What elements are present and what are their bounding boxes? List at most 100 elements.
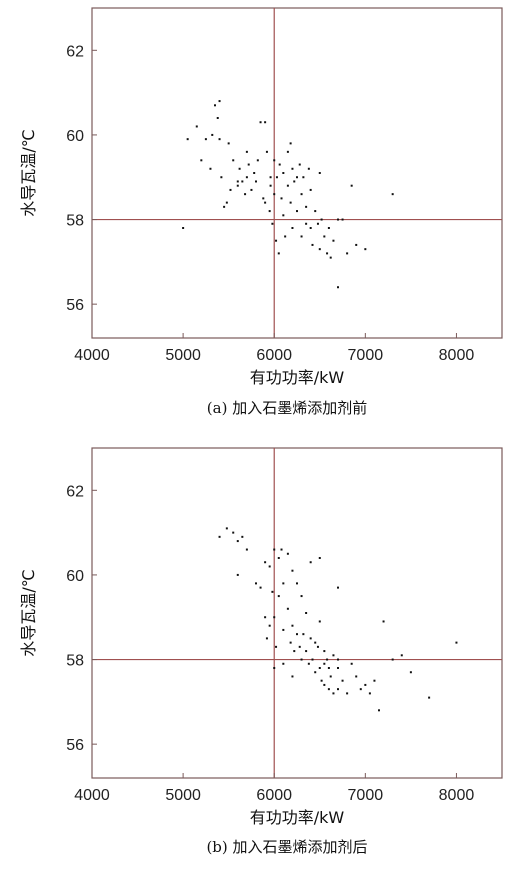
data-point [273,548,276,551]
data-point [245,150,248,153]
data-point [284,235,287,238]
data-point [337,667,339,669]
data-point [293,650,296,653]
data-point [355,675,358,678]
data-point [316,222,319,225]
data-point [305,205,308,208]
y-tick-label: 60 [66,568,84,585]
data-point [218,100,221,103]
data-point [253,172,256,174]
figure-caption: (b) 加入石墨烯添加剂后 [206,838,367,856]
data-point [211,133,214,136]
data-point [391,658,394,661]
data-point [186,138,189,141]
data-point [326,252,329,255]
data-point [305,650,308,653]
data-point [309,227,312,229]
y-tick-label: 56 [66,297,84,314]
data-point [269,184,272,187]
data-point [282,582,285,585]
data-point [368,692,371,695]
x-axis-label: 有功功率/kW [250,808,345,827]
data-point [359,688,362,691]
data-point [364,683,367,686]
data-point [182,227,185,229]
data-point [309,188,312,191]
data-point [275,176,278,179]
data-point [316,645,319,648]
data-point [286,184,289,187]
data-point [244,193,247,196]
data-point [282,214,285,217]
data-point [269,176,272,179]
data-point [241,180,244,183]
data-point [255,180,257,183]
data-point [318,667,321,669]
data-point [265,150,268,153]
data-point [291,227,294,229]
data-point [289,641,292,644]
data-point [262,197,265,200]
data-point [245,548,248,551]
data-point [273,667,276,669]
data-point [268,210,271,213]
x-tick-label: 5000 [165,787,201,804]
data-point [332,239,335,242]
data-point [277,557,280,559]
data-point [268,624,271,627]
data-point [195,125,198,128]
y-tick-label: 60 [66,128,84,145]
data-point [314,210,317,213]
data-point [300,658,303,661]
data-point [378,709,380,712]
data-point [298,163,301,166]
data-point [286,150,289,153]
data-point [214,104,216,107]
data-point [289,201,292,204]
data-point [286,607,289,610]
data-point [273,616,276,619]
data-point [275,645,278,648]
data-point [200,159,203,162]
data-point [318,248,321,251]
data-point [329,256,332,259]
data-point [220,176,223,179]
data-point [229,188,232,191]
data-point [289,142,292,145]
y-axis-label: 水导瓦温/℃ [19,129,38,216]
data-point [337,688,339,691]
data-point [296,633,298,636]
data-point [271,590,274,593]
x-tick-label: 4000 [74,787,110,804]
data-point [346,252,349,255]
data-point [327,667,330,669]
data-point [373,679,376,682]
data-point [223,205,226,208]
x-tick-label: 6000 [256,347,292,364]
data-point [255,582,257,585]
data-point [204,138,207,141]
plot-frame [91,7,503,339]
data-point [280,548,283,551]
y-axis-label: 水导瓦温/℃ [19,569,38,656]
data-point [264,616,267,619]
data-point [350,184,353,187]
data-point [341,218,344,221]
data-point [268,565,271,568]
data-point [302,176,305,179]
data-point [327,227,330,229]
data-point [296,176,298,179]
data-point [311,243,314,246]
data-point [337,218,339,221]
data-point [320,218,323,221]
data-point [391,193,394,196]
data-point [400,654,403,657]
data-point [232,159,235,162]
data-point [265,637,268,640]
data-point [273,193,276,196]
x-tick-label: 8000 [439,787,475,804]
data-point [337,286,339,289]
data-point [307,662,310,665]
data-point [350,662,353,665]
y-tick-label: 58 [66,653,84,670]
